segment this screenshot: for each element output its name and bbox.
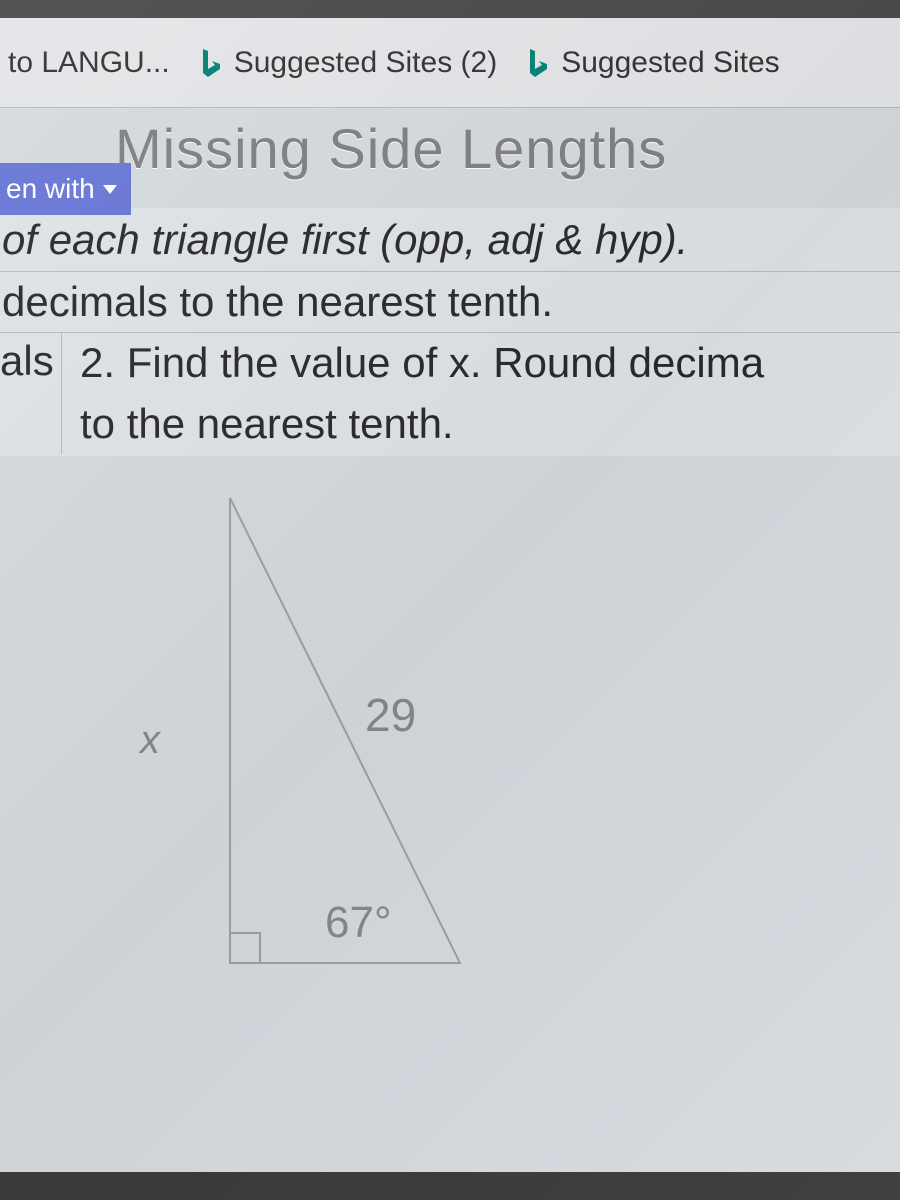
problem-number: 2. xyxy=(80,339,115,386)
bookmark-item-suggested[interactable]: Suggested Sites xyxy=(525,46,779,80)
instruction-area: of each triangle first (opp, adj & hyp).… xyxy=(0,208,900,456)
bing-icon xyxy=(525,47,551,79)
top-screen-edge xyxy=(0,0,900,18)
hypotenuse-label: 29 xyxy=(365,688,416,742)
bookmark-item-langu[interactable]: to LANGU... xyxy=(8,46,170,80)
right-angle-icon xyxy=(230,933,260,963)
slide-title: Missing Side Lengths xyxy=(115,116,667,181)
problem-text-container: 2. Find the value of x. Round decima to … xyxy=(62,333,900,454)
title-banner: en with Missing Side Lengths xyxy=(0,108,900,208)
problem-line-2: to the nearest tenth. xyxy=(80,394,900,455)
instruction-row-2: decimals to the nearest tenth. xyxy=(0,272,900,334)
instruction-line-2: decimals to the nearest tenth. xyxy=(2,272,553,333)
triangle-diagram: x 29 67° xyxy=(140,488,590,1008)
bottom-screen-edge xyxy=(0,1172,900,1200)
triangle-shape xyxy=(230,498,460,963)
open-with-label: en with xyxy=(6,173,95,205)
bing-icon xyxy=(198,47,224,79)
problem-text-1: Find the value of x. Round decima xyxy=(127,339,764,386)
problem-line-1: 2. Find the value of x. Round decima xyxy=(80,333,900,394)
bookmark-label: Suggested Sites (2) xyxy=(234,46,497,80)
angle-label: 67° xyxy=(325,898,392,948)
problem-row: als 2. Find the value of x. Round decima… xyxy=(0,333,900,454)
content-area: en with Missing Side Lengths of each tri… xyxy=(0,108,900,1200)
side-x-label: x xyxy=(140,718,160,763)
bookmark-item-suggested-2[interactable]: Suggested Sites (2) xyxy=(198,46,497,80)
bookmark-label: Suggested Sites xyxy=(561,46,779,80)
open-with-dropdown[interactable]: en with xyxy=(0,163,131,215)
gutter-label: als xyxy=(0,333,62,454)
instruction-row-1: of each triangle first (opp, adj & hyp). xyxy=(0,210,900,272)
chevron-down-icon xyxy=(103,185,117,194)
bookmark-label: to LANGU... xyxy=(8,46,170,80)
bookmark-bar: to LANGU... Suggested Sites (2) Suggeste… xyxy=(0,18,900,108)
instruction-line-1: of each triangle first (opp, adj & hyp). xyxy=(2,210,688,271)
